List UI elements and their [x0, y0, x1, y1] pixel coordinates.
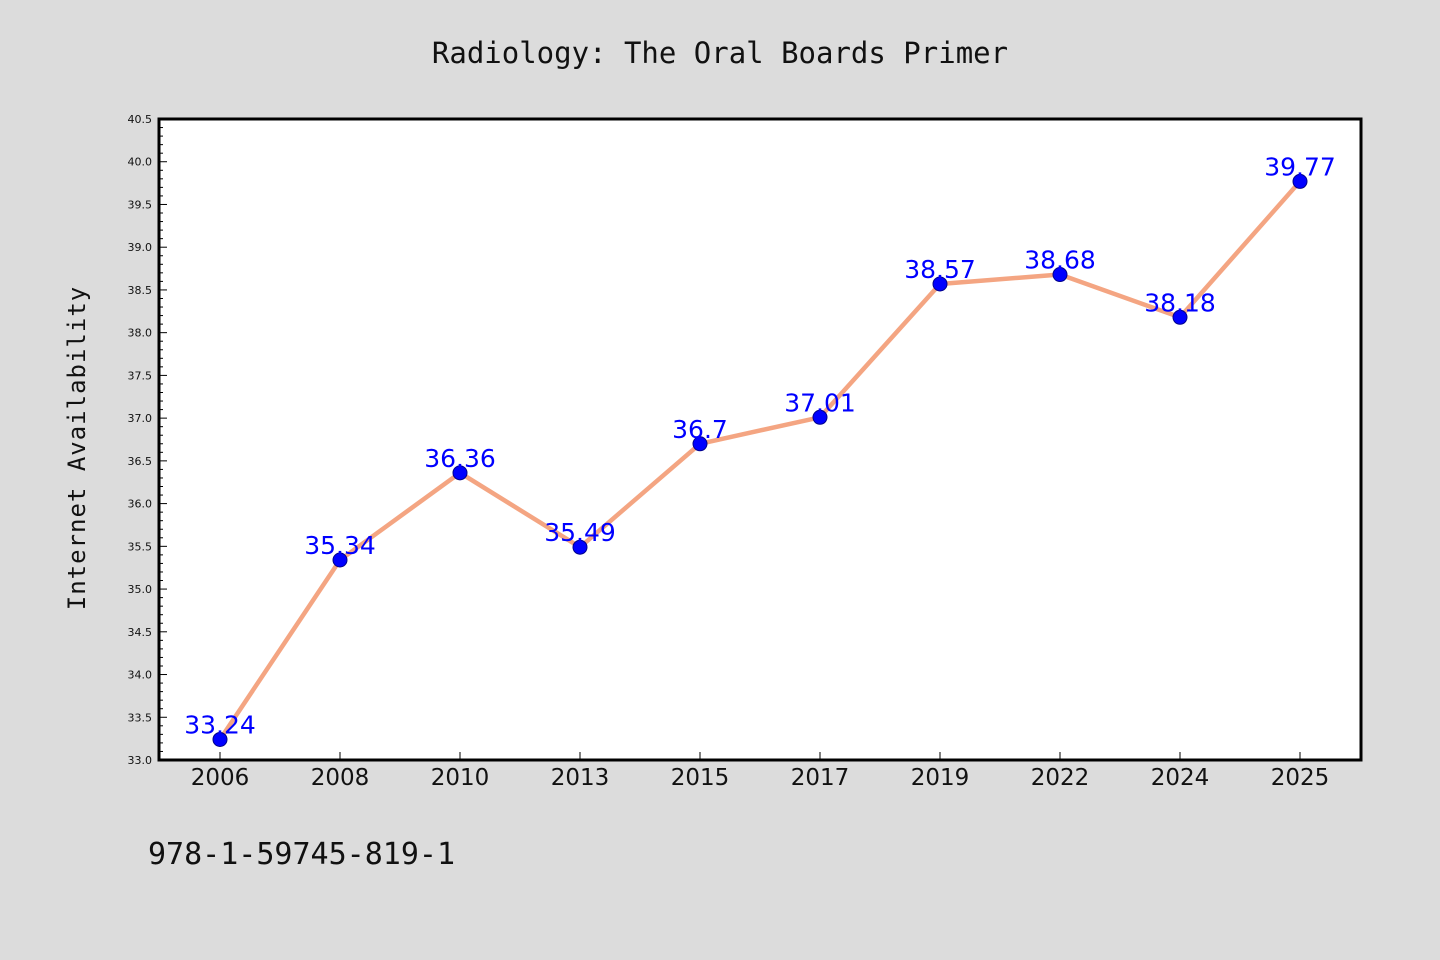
y-tick-label: 38.0	[128, 327, 153, 340]
y-tick-label: 35.5	[128, 540, 153, 553]
data-point	[1292, 173, 1308, 189]
data-point	[212, 731, 228, 747]
data-point	[812, 409, 828, 425]
y-axis-label: Internet Availability	[63, 286, 91, 610]
y-tick-label: 40.0	[128, 156, 153, 169]
data-point	[572, 539, 588, 555]
data-label: 36.36	[424, 444, 496, 473]
isbn-text: 978-1-59745-819-1	[148, 837, 455, 872]
data-labels: 33.24 35.34 36.36 35.49 36.7 37.01 38.57 38.68 3…	[184, 152, 1336, 739]
data-point	[452, 465, 468, 481]
series-line	[218, 179, 1302, 741]
x-tick-label: 2006	[191, 765, 250, 791]
y-tick-label: 35.0	[128, 583, 153, 596]
data-label: 35.34	[304, 531, 376, 560]
data-label: 35.49	[544, 518, 616, 547]
x-tick-label: 2013	[551, 765, 610, 791]
chart-title: Radiology: The Oral Boards Primer	[432, 36, 1008, 70]
plot-area	[159, 119, 1361, 760]
data-label: 37.01	[784, 388, 856, 417]
series-group	[212, 173, 1308, 747]
x-tick-label: 2019	[911, 765, 970, 791]
x-tick-label: 2015	[671, 765, 730, 791]
y-tick-label: 40.5	[128, 113, 153, 126]
y-tick-label: 34.0	[128, 669, 153, 682]
data-point	[692, 436, 708, 452]
y-tick-label: 33.5	[128, 711, 153, 724]
y-tick-label: 39.5	[128, 198, 153, 211]
data-point	[332, 552, 348, 568]
y-tick-label: 36.0	[128, 498, 153, 511]
y-tick-label: 33.0	[128, 754, 153, 767]
y-tick-label: 38.5	[128, 284, 153, 297]
data-label: 36.7	[672, 415, 728, 444]
data-label: 39.77	[1264, 152, 1336, 181]
data-point	[1172, 309, 1188, 325]
y-tick-label: 36.5	[128, 455, 153, 468]
y-axis: 33.0 33.5 34.0 34.5 35.0 35.5 36.0 36.5 37.0 37.5…	[128, 113, 167, 767]
data-label: 38.68	[1024, 246, 1096, 275]
x-tick-label: 2024	[1151, 765, 1210, 791]
data-point	[1052, 267, 1068, 283]
x-tick-label: 2017	[791, 765, 850, 791]
x-tick-label: 2010	[431, 765, 490, 791]
y-tick-label: 34.5	[128, 626, 153, 639]
y-tick-label: 37.5	[128, 369, 153, 382]
y-tick-label: 37.0	[128, 412, 153, 425]
data-label: 38.18	[1144, 288, 1216, 317]
x-tick-label: 2025	[1271, 765, 1330, 791]
data-label: 33.24	[184, 710, 256, 739]
x-tick-label: 2008	[311, 765, 370, 791]
data-point	[932, 276, 948, 292]
data-label: 38.57	[904, 255, 976, 284]
plot-frame	[157, 117, 1363, 762]
x-tick-label: 2022	[1031, 765, 1090, 791]
y-tick-label: 39.0	[128, 241, 153, 254]
